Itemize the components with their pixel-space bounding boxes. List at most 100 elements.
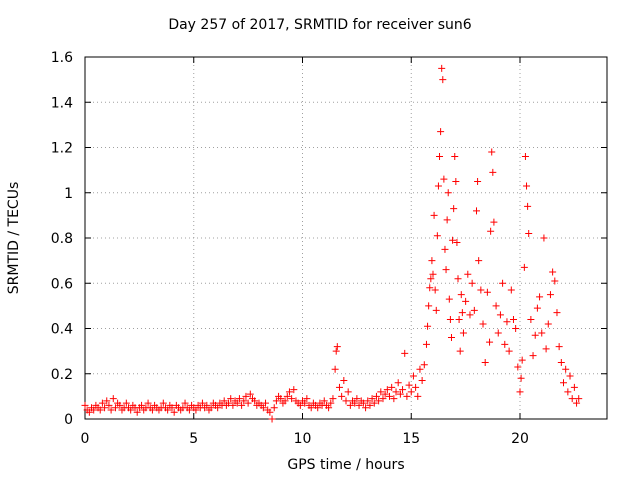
data-point bbox=[473, 207, 480, 215]
y-tick-label: 0.6 bbox=[51, 276, 73, 292]
data-point bbox=[168, 404, 176, 412]
data-point bbox=[555, 343, 563, 351]
data-point bbox=[105, 401, 113, 409]
data-point bbox=[458, 309, 466, 317]
data-point bbox=[272, 397, 280, 405]
data-point bbox=[418, 377, 426, 385]
data-point bbox=[570, 383, 578, 391]
data-point bbox=[568, 395, 576, 403]
data-point bbox=[346, 401, 354, 409]
data-point bbox=[288, 395, 296, 403]
data-point bbox=[359, 399, 367, 407]
data-point bbox=[512, 325, 520, 332]
data-point bbox=[198, 399, 206, 407]
data-point bbox=[332, 347, 340, 355]
data-point bbox=[479, 320, 487, 328]
data-point bbox=[521, 153, 529, 161]
data-point bbox=[490, 218, 498, 226]
data-point bbox=[396, 390, 404, 398]
data-point bbox=[98, 399, 106, 407]
data-point bbox=[368, 395, 376, 403]
data-point bbox=[320, 397, 328, 405]
x-tick-label: 10 bbox=[294, 431, 312, 447]
data-point bbox=[516, 388, 524, 396]
data-point bbox=[536, 293, 544, 301]
data-point bbox=[449, 236, 457, 244]
data-point bbox=[416, 365, 424, 373]
data-point bbox=[525, 229, 533, 237]
data-point bbox=[483, 288, 491, 296]
data-point bbox=[392, 388, 400, 396]
data-point bbox=[103, 397, 111, 405]
data-point bbox=[235, 395, 243, 403]
data-point bbox=[533, 304, 541, 312]
data-point bbox=[524, 202, 532, 210]
y-tick-label: 0 bbox=[64, 412, 73, 428]
data-point bbox=[333, 343, 341, 351]
data-point bbox=[447, 334, 455, 342]
data-point bbox=[446, 315, 454, 323]
data-point bbox=[429, 270, 437, 278]
x-tick-label: 5 bbox=[189, 431, 198, 447]
data-point bbox=[560, 379, 567, 387]
data-point bbox=[432, 306, 440, 314]
data-point bbox=[111, 404, 119, 412]
data-points bbox=[81, 64, 583, 423]
data-point bbox=[281, 397, 289, 405]
data-point bbox=[529, 352, 537, 360]
y-tick-label: 1.6 bbox=[51, 50, 73, 66]
data-point bbox=[434, 182, 442, 190]
data-point bbox=[251, 397, 259, 405]
data-point bbox=[527, 315, 535, 323]
data-point bbox=[455, 315, 463, 323]
data-point bbox=[492, 302, 500, 310]
grid-lines bbox=[85, 57, 607, 419]
data-point bbox=[403, 392, 411, 400]
data-point bbox=[192, 406, 200, 414]
data-point bbox=[401, 349, 409, 357]
chart-title: Day 257 of 2017, SRMTID for receiver sun… bbox=[168, 17, 472, 33]
data-point bbox=[296, 401, 304, 409]
data-point bbox=[507, 286, 515, 294]
data-point bbox=[242, 392, 250, 400]
data-point bbox=[364, 397, 372, 405]
data-point bbox=[85, 408, 93, 416]
data-point bbox=[425, 302, 433, 310]
x-axis-label: GPS time / hours bbox=[287, 457, 405, 473]
data-point bbox=[127, 406, 135, 414]
data-point bbox=[514, 363, 522, 371]
data-point bbox=[523, 182, 531, 190]
data-point bbox=[229, 401, 237, 409]
data-point bbox=[542, 345, 550, 353]
data-point bbox=[489, 168, 497, 176]
data-point bbox=[338, 392, 346, 400]
data-point bbox=[329, 395, 337, 403]
data-point bbox=[517, 374, 525, 382]
x-tick-label: 0 bbox=[81, 431, 90, 447]
data-point bbox=[441, 245, 449, 253]
data-point bbox=[307, 404, 315, 412]
data-point bbox=[227, 395, 235, 403]
data-point bbox=[101, 404, 109, 412]
data-point bbox=[344, 388, 352, 396]
data-point bbox=[96, 406, 104, 414]
data-point bbox=[487, 227, 495, 235]
data-point bbox=[573, 399, 581, 407]
data-point bbox=[464, 270, 472, 278]
axis-ticks: 0 0.2 0.4 0.6 0.8 1 1.2 1.4 1.6 0 5 10 15 20 bbox=[51, 50, 607, 447]
data-point bbox=[457, 291, 465, 299]
y-tick-label: 1.2 bbox=[51, 141, 73, 157]
data-point bbox=[456, 347, 464, 355]
data-point bbox=[164, 406, 172, 414]
data-point bbox=[116, 401, 124, 409]
data-point bbox=[566, 372, 574, 380]
y-tick-label: 0.8 bbox=[51, 231, 73, 247]
data-point bbox=[277, 395, 285, 403]
data-point bbox=[486, 338, 494, 346]
data-point bbox=[422, 340, 430, 348]
data-point bbox=[159, 399, 167, 407]
data-point bbox=[440, 175, 448, 183]
data-point bbox=[428, 257, 436, 265]
y-tick-label: 1.4 bbox=[51, 95, 73, 111]
